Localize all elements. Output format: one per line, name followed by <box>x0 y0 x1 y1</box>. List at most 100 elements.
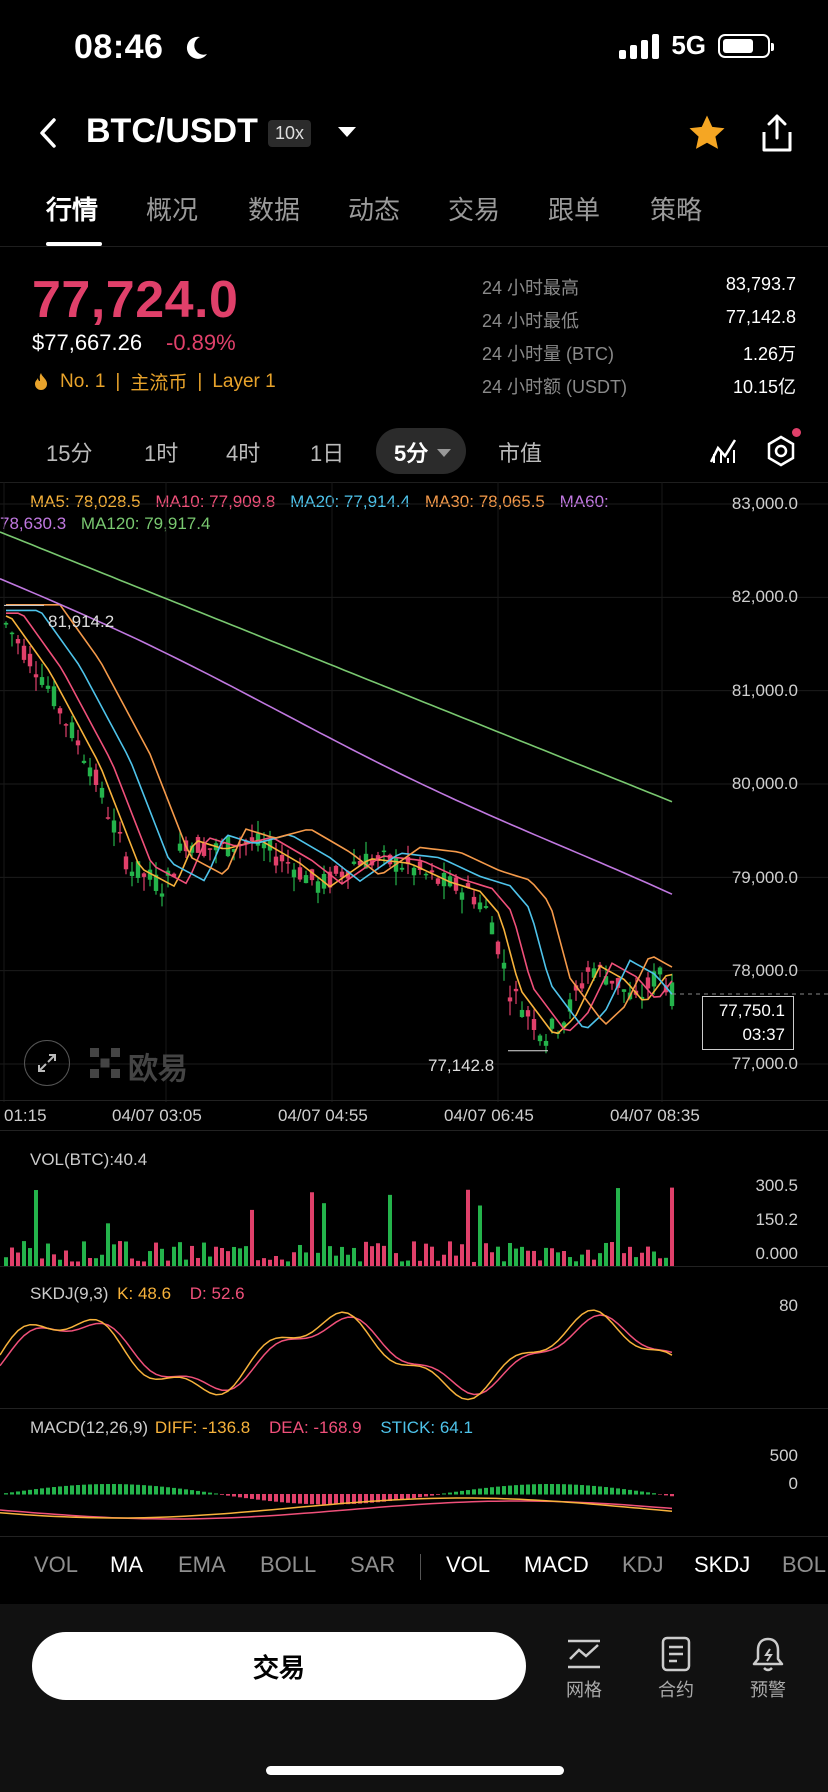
skdj-k-line <box>0 1309 673 1401</box>
period-5m[interactable]: 5分 <box>394 441 429 466</box>
y-tick: 78,000.0 <box>731 961 798 980</box>
candle-body <box>45 685 51 689</box>
tab-strategy[interactable]: 策略 <box>650 195 703 225</box>
volume-bar <box>592 1259 596 1266</box>
vol-tick: 0.000 <box>755 1244 798 1263</box>
macd-bar <box>484 1487 488 1495</box>
volume-bar <box>106 1223 110 1266</box>
candle-body <box>147 869 153 880</box>
period-15m[interactable]: 15分 <box>46 441 93 466</box>
volume-bar <box>256 1260 260 1266</box>
macd-bar <box>34 1489 38 1495</box>
current-price-box[interactable]: 77,750.1 03:37 <box>702 996 794 1050</box>
expand-icon[interactable] <box>24 1040 70 1086</box>
trade-button[interactable]: 交易 <box>32 1632 526 1700</box>
tab-data[interactable]: 数据 <box>248 195 301 225</box>
macd-bar <box>322 1494 326 1505</box>
candle-body <box>531 1019 537 1030</box>
indicator-tabs: VOL MA EMA BOLL SAR VOL MACD KDJ SKDJ BO… <box>0 1538 828 1598</box>
ind-boll-sub[interactable]: BOL <box>782 1552 827 1577</box>
period-marketcap[interactable]: 市值 <box>498 441 543 466</box>
candle-body <box>423 873 429 876</box>
macd-bar <box>232 1494 236 1497</box>
mainstream-tag[interactable]: 主流币 <box>130 373 188 394</box>
ma120-label: MA120: 79,917.4 <box>80 514 211 533</box>
volume-bar <box>418 1260 422 1266</box>
ind-vol[interactable]: VOL <box>34 1552 79 1577</box>
macd-bar <box>352 1494 356 1504</box>
volume-bar <box>580 1254 584 1266</box>
layer-tag[interactable]: Layer 1 <box>212 370 276 392</box>
ind-ema[interactable]: EMA <box>178 1552 226 1577</box>
candlestick-chart[interactable] <box>0 482 828 1102</box>
share-icon[interactable] <box>758 112 796 159</box>
ma10-line <box>6 612 673 1032</box>
candle-body <box>141 873 147 877</box>
volume-bar <box>430 1246 434 1266</box>
candle-body <box>273 856 279 866</box>
volume-bar <box>238 1248 242 1266</box>
macd-bar <box>142 1485 146 1495</box>
volume-bar <box>664 1257 668 1266</box>
star-icon[interactable] <box>686 112 728 159</box>
dropdown-caret-icon[interactable] <box>336 124 358 145</box>
flame-icon <box>35 372 47 390</box>
volume-bar <box>382 1245 386 1266</box>
candle-body <box>537 1035 543 1042</box>
battery-icon <box>718 33 774 58</box>
period-4h[interactable]: 4时 <box>226 441 261 466</box>
macd-stick: STICK: 64.1 <box>380 1418 473 1437</box>
tab-market[interactable]: 行情 <box>46 195 99 225</box>
back-icon[interactable] <box>36 116 62 155</box>
dropdown-caret-icon[interactable] <box>436 446 452 464</box>
ind-skdj[interactable]: SKDJ <box>694 1552 751 1577</box>
tab-copy[interactable]: 跟单 <box>548 195 601 225</box>
price-change: -0.89% <box>166 330 236 355</box>
alert-button[interactable]: 预警 <box>728 1632 808 1702</box>
macd-bar <box>358 1494 362 1504</box>
volume-bar <box>22 1241 26 1266</box>
candle-body <box>231 849 237 852</box>
candle-body <box>471 896 477 905</box>
leverage-badge: 10x <box>268 120 312 147</box>
candle-body <box>225 836 231 857</box>
y-tick: 83,000.0 <box>731 494 798 513</box>
contract-button[interactable]: 合约 <box>636 1632 716 1702</box>
ma5-line <box>5 615 673 1035</box>
tab-trade[interactable]: 交易 <box>448 195 501 225</box>
candle-body <box>573 985 579 991</box>
macd-bar <box>424 1494 428 1497</box>
volume-bar <box>148 1251 152 1266</box>
macd-bar <box>28 1489 32 1495</box>
macd-bar <box>658 1494 662 1495</box>
vol-tick: 150.2 <box>755 1210 798 1229</box>
volume-bar <box>502 1261 506 1266</box>
macd-bar <box>52 1487 56 1495</box>
tab-overview[interactable]: 概况 <box>146 195 199 225</box>
pair-title[interactable]: BTC/USDT <box>86 112 258 150</box>
ind-kdj[interactable]: KDJ <box>622 1552 664 1577</box>
macd-diff: DIFF: -136.8 <box>154 1418 251 1437</box>
volume-bar <box>568 1257 572 1266</box>
period-1h[interactable]: 1时 <box>144 441 179 466</box>
macd-bar <box>220 1494 224 1495</box>
tab-news[interactable]: 动态 <box>348 195 401 225</box>
ind-ma[interactable]: MA <box>110 1552 143 1577</box>
ind-vol-sub[interactable]: VOL <box>446 1552 491 1577</box>
macd-bar <box>136 1484 140 1495</box>
macd-bar <box>388 1494 392 1502</box>
volume-bar <box>322 1203 326 1266</box>
candle-body <box>585 967 591 972</box>
candle-body <box>309 869 315 881</box>
indicator-icon[interactable] <box>708 436 738 471</box>
grid-button[interactable]: 网格 <box>544 1632 624 1702</box>
period-1d[interactable]: 1日 <box>310 441 345 466</box>
candle-body <box>429 870 435 873</box>
ind-sar[interactable]: SAR <box>350 1552 396 1577</box>
ind-boll[interactable]: BOLL <box>260 1552 317 1577</box>
volume-bar <box>142 1261 146 1266</box>
settings-icon[interactable] <box>764 434 798 473</box>
volume-bar <box>556 1252 560 1266</box>
ind-macd[interactable]: MACD <box>524 1552 589 1577</box>
macd-bar <box>526 1484 530 1495</box>
